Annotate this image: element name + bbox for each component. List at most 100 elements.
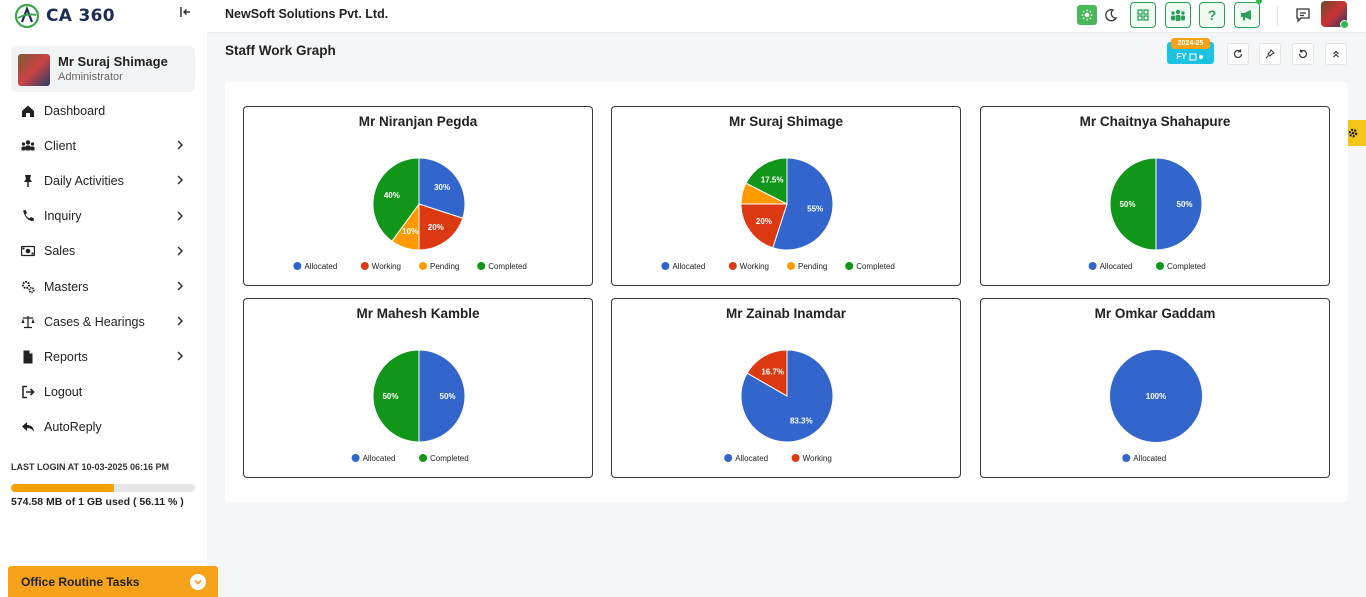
message-icon[interactable] xyxy=(1294,6,1312,24)
office-routine-tasks-button[interactable]: Office Routine Tasks xyxy=(8,566,218,597)
legend-label: Completed xyxy=(430,454,469,463)
chevron-down-icon[interactable] xyxy=(190,574,206,590)
user-role: Administrator xyxy=(58,71,123,83)
sidebar-item-label: AutoReply xyxy=(44,420,102,435)
user-name: Mr Suraj Shimage xyxy=(58,54,168,69)
slice-data-label: 50% xyxy=(440,392,456,401)
legend-item-working[interactable]: Working xyxy=(791,454,832,463)
moon-icon[interactable] xyxy=(1103,7,1119,23)
pie-slice-allocated[interactable] xyxy=(1155,157,1203,251)
sidebar-item-autoreply[interactable]: AutoReply xyxy=(11,410,195,445)
pin-button[interactable] xyxy=(1259,43,1281,65)
legend-marker xyxy=(845,262,854,270)
legend-item-pending[interactable]: Pending xyxy=(787,262,827,271)
pie-chart-card: Mr Chaitnya Shahapure 50% 50% Allocated Comp… xyxy=(980,106,1330,286)
slice-data-label: 20% xyxy=(428,223,444,232)
pie-slice-completed[interactable] xyxy=(745,157,788,205)
legend-label: Allocated xyxy=(1100,262,1133,271)
last-login: LAST LOGIN AT 10-03-2025 06:16 PM xyxy=(11,462,170,472)
reset-button[interactable] xyxy=(1292,43,1314,65)
help-button[interactable]: ? xyxy=(1199,2,1225,28)
pie-chart-card: Mr Mahesh Kamble 50% 50% Allocated Completed xyxy=(243,298,593,478)
pie-slice-working[interactable] xyxy=(418,203,464,251)
legend-marker xyxy=(724,454,733,462)
chevron-right-icon[interactable] xyxy=(173,173,187,187)
slice-data-label: 40% xyxy=(384,191,400,200)
pie-slice-allocated[interactable] xyxy=(418,349,466,443)
chevron-right-icon[interactable] xyxy=(173,244,187,258)
announcement-button[interactable] xyxy=(1234,2,1260,28)
team-button[interactable] xyxy=(1165,2,1191,28)
legend-label: Pending xyxy=(430,262,459,271)
legend-marker xyxy=(360,262,369,270)
grid-icon xyxy=(1137,9,1149,21)
legend-item-working[interactable]: Working xyxy=(728,262,769,271)
scale-icon xyxy=(19,315,36,329)
slice-data-label: 16.7% xyxy=(761,367,784,376)
pie-slice-allocated[interactable] xyxy=(1110,350,1202,442)
pie-slice-allocated[interactable] xyxy=(772,157,834,251)
legend-item-allocated[interactable]: Allocated xyxy=(351,454,396,463)
slice-data-label: 17.5% xyxy=(761,176,784,185)
legend-item-allocated[interactable]: Allocated xyxy=(661,262,705,271)
legend-item-completed[interactable]: Completed xyxy=(477,262,527,271)
reply-icon xyxy=(19,420,36,434)
chart-title: Mr Niranjan Pegda xyxy=(358,114,478,129)
gears-icon xyxy=(19,280,36,294)
sidebar-item-client[interactable]: Client xyxy=(11,128,195,163)
refresh-button[interactable] xyxy=(1227,43,1249,65)
pin-icon xyxy=(19,174,36,188)
chart-title: Mr Suraj Shimage xyxy=(728,114,844,129)
sidebar-item-reports[interactable]: Reports xyxy=(11,339,195,374)
legend-item-allocated[interactable]: Allocated xyxy=(293,262,337,271)
legend-item-allocated[interactable]: Allocated xyxy=(1088,262,1133,271)
apps-grid-button[interactable] xyxy=(1130,2,1156,28)
chevron-right-icon[interactable] xyxy=(173,349,187,363)
gear-icon xyxy=(1348,128,1358,138)
help-icon: ? xyxy=(1207,7,1217,23)
pie-slice-working[interactable] xyxy=(740,203,788,249)
sidebar-item-sales[interactable]: Sales xyxy=(11,234,195,269)
legend-label: Working xyxy=(740,262,769,271)
sun-icon[interactable] xyxy=(1077,5,1097,25)
pie-slice-completed[interactable] xyxy=(372,349,420,443)
refresh-icon xyxy=(1233,49,1243,59)
legend-item-completed[interactable]: Completed xyxy=(419,454,469,463)
home-icon xyxy=(19,104,36,118)
team-icon xyxy=(1171,9,1185,21)
pie-slice-working[interactable] xyxy=(746,349,788,397)
legend-item-completed[interactable]: Completed xyxy=(1156,262,1206,271)
chevron-right-icon[interactable] xyxy=(173,209,187,223)
sidebar-item-label: Masters xyxy=(44,279,89,294)
pie-slice-completed[interactable] xyxy=(372,157,420,242)
theme-toggle[interactable] xyxy=(1075,2,1129,28)
sidebar-item-dashboard[interactable]: Dashboard xyxy=(11,93,195,128)
sidebar-item-cases-hearings[interactable]: Cases & Hearings xyxy=(11,304,195,339)
pie-slice-allocated[interactable] xyxy=(418,157,466,219)
sidebar-item-daily-activities[interactable]: Daily Activities xyxy=(11,163,195,198)
sidebar-item-masters[interactable]: Masters xyxy=(11,269,195,304)
legend-item-completed[interactable]: Completed xyxy=(845,262,895,271)
slice-data-label: 30% xyxy=(434,183,450,192)
legend-item-allocated[interactable]: Allocated xyxy=(724,454,768,463)
phone-icon xyxy=(19,209,36,223)
office-routine-tasks-label: Office Routine Tasks xyxy=(21,574,140,589)
collapse-up-button[interactable] xyxy=(1325,43,1347,65)
pie-chart-card: Mr Niranjan Pegda 30% 20% 10% 40% Allocated Wo… xyxy=(243,106,593,286)
legend-item-allocated[interactable]: Allocated xyxy=(1122,454,1166,463)
legend-item-working[interactable]: Working xyxy=(360,262,401,271)
chevron-right-icon[interactable] xyxy=(173,314,187,328)
pie-slice-completed[interactable] xyxy=(1109,157,1157,251)
chevron-right-icon[interactable] xyxy=(173,138,187,152)
user-card[interactable]: Mr Suraj Shimage Administrator xyxy=(11,46,195,92)
collapse-sidebar-icon[interactable] xyxy=(178,6,194,21)
chevron-right-icon[interactable] xyxy=(173,279,187,293)
legend-item-pending[interactable]: Pending xyxy=(419,262,459,271)
sidebar-item-logout[interactable]: Logout xyxy=(11,375,195,410)
legend-label: Completed xyxy=(488,262,527,271)
avatar xyxy=(18,54,50,86)
legend-label: Allocated xyxy=(672,262,705,271)
sidebar-item-inquiry[interactable]: Inquiry xyxy=(11,199,195,234)
pie-chart: 55% 20% 17.5% Allocated Working Pending Comple… xyxy=(661,157,895,271)
app-logo[interactable]: CA 360 xyxy=(14,3,115,29)
